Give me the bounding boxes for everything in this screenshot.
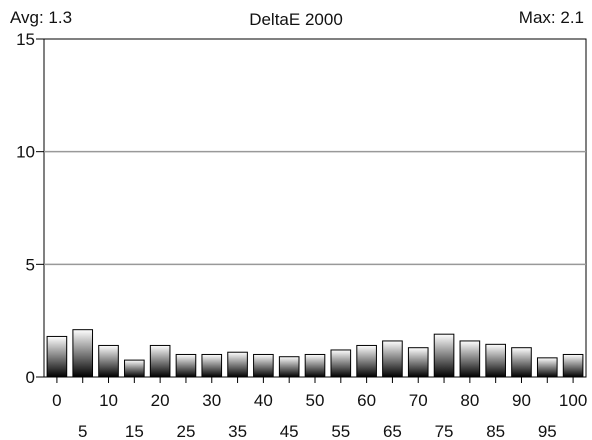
x-tick-label: 60 bbox=[357, 391, 376, 410]
max-label: Max: 2.1 bbox=[518, 8, 584, 27]
bar bbox=[485, 343, 506, 378]
x-tick-label: 70 bbox=[409, 391, 428, 410]
bar bbox=[253, 353, 274, 378]
bar bbox=[227, 351, 248, 378]
y-tick-label: 15 bbox=[16, 30, 35, 49]
bar bbox=[356, 344, 377, 378]
bar bbox=[382, 340, 403, 378]
avg-label: Avg: 1.3 bbox=[10, 8, 73, 27]
x-tick-label: 95 bbox=[538, 422, 557, 440]
bar bbox=[511, 347, 532, 378]
x-tick-label: 25 bbox=[176, 422, 195, 440]
bar bbox=[201, 353, 223, 378]
bar bbox=[124, 359, 145, 378]
x-tick-label: 65 bbox=[383, 422, 402, 440]
x-tick-label: 35 bbox=[228, 422, 247, 440]
x-tick-label: 50 bbox=[306, 391, 325, 410]
plot-frame bbox=[43, 38, 587, 378]
bar bbox=[175, 353, 197, 378]
bar bbox=[536, 357, 558, 378]
x-tick-label: 40 bbox=[254, 391, 273, 410]
x-tick-label: 5 bbox=[78, 422, 87, 440]
chart-title: DeltaE 2000 bbox=[249, 10, 343, 29]
x-tick-label: 15 bbox=[125, 422, 144, 440]
y-tick-label: 0 bbox=[26, 368, 35, 387]
y-tick-label: 10 bbox=[16, 143, 35, 162]
bar bbox=[562, 353, 584, 378]
x-tick-label: 80 bbox=[460, 391, 479, 410]
x-tick-label: 100 bbox=[559, 391, 587, 410]
x-tick-label: 55 bbox=[331, 422, 350, 440]
bar bbox=[459, 340, 481, 378]
bar bbox=[304, 353, 326, 378]
bar bbox=[72, 329, 94, 378]
x-tick-label: 45 bbox=[280, 422, 299, 440]
x-tick-label: 20 bbox=[151, 391, 170, 410]
bar bbox=[433, 333, 455, 378]
x-tick-label: 30 bbox=[202, 391, 221, 410]
x-tick-label: 10 bbox=[99, 391, 118, 410]
bar bbox=[407, 347, 429, 378]
bar bbox=[330, 349, 352, 378]
bar bbox=[46, 335, 68, 378]
y-tick-label: 5 bbox=[26, 255, 35, 274]
bar bbox=[278, 356, 300, 378]
bar bbox=[98, 344, 119, 378]
x-tick-label: 0 bbox=[52, 391, 61, 410]
bar bbox=[149, 344, 171, 378]
x-tick-label: 75 bbox=[435, 422, 454, 440]
x-tick-label: 85 bbox=[486, 422, 505, 440]
x-tick-label: 90 bbox=[512, 391, 531, 410]
